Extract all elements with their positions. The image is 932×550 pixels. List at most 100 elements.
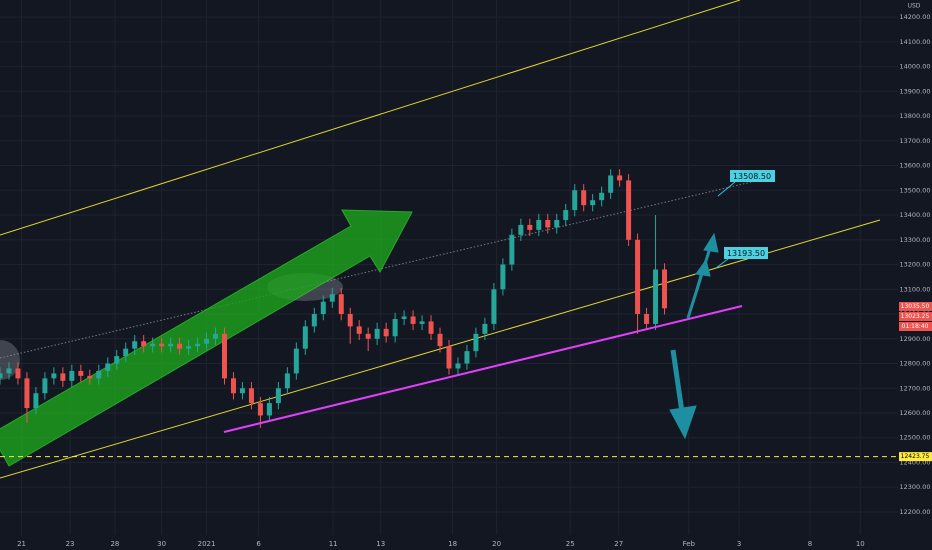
y-tick-label: 13200.00 xyxy=(899,261,930,269)
price-label-box xyxy=(899,322,932,331)
candle-body xyxy=(338,294,344,315)
x-tick-label: 2021 xyxy=(198,540,216,548)
candle-body xyxy=(69,370,75,381)
candle-body xyxy=(347,314,353,327)
cyan-arrows xyxy=(669,232,719,440)
annotation-connector xyxy=(715,258,729,269)
y-tick-label: 12800.00 xyxy=(899,360,930,368)
candle-body xyxy=(60,373,66,381)
x-tick-label: 20 xyxy=(492,540,501,548)
y-tick-label: 12200.00 xyxy=(899,508,930,516)
y-tick-label: 14000.00 xyxy=(899,63,930,71)
candle-body xyxy=(428,321,434,334)
candle-body xyxy=(284,373,290,389)
annotation: 13508.50 xyxy=(733,172,771,181)
candle-body xyxy=(464,351,470,364)
support-line xyxy=(223,305,743,433)
y-tick-label: 13600.00 xyxy=(899,162,930,170)
y-tick-label: 14200.00 xyxy=(899,13,930,21)
price-label: 13035.50 xyxy=(901,303,930,310)
candle-body xyxy=(42,378,48,394)
arrow-head xyxy=(703,232,719,253)
candle-body xyxy=(141,341,147,347)
y-tick-label: 13500.00 xyxy=(899,186,930,194)
candle-body xyxy=(320,301,326,315)
candle-body xyxy=(545,219,551,228)
y-tick-label: 12300.00 xyxy=(899,483,930,491)
y-tick-label: 13300.00 xyxy=(899,236,930,244)
candle-body xyxy=(401,316,407,319)
dotted-trend xyxy=(0,179,761,359)
candles xyxy=(0,169,668,428)
candle-body xyxy=(123,348,129,357)
y-tick-label: 14100.00 xyxy=(899,38,930,46)
candle-body xyxy=(590,200,596,206)
candle-body xyxy=(644,314,650,324)
channel-upper xyxy=(0,0,741,236)
x-tick-label: 11 xyxy=(329,540,338,548)
y-tick-label: 13400.00 xyxy=(899,211,930,219)
price-label-box xyxy=(899,302,932,311)
y-tick-label: 12400.00 xyxy=(899,458,930,466)
candle-body xyxy=(257,403,263,416)
candle-body xyxy=(383,328,389,337)
candle-body xyxy=(15,368,21,379)
x-tick-label: 21 xyxy=(17,540,26,548)
candle-body xyxy=(33,393,39,409)
y-tick-label: 12700.00 xyxy=(899,384,930,392)
arrow-shaft xyxy=(670,349,685,413)
candle-body xyxy=(78,370,84,376)
candle-body xyxy=(536,219,542,230)
candle-body xyxy=(446,346,452,369)
candle-body xyxy=(87,375,93,379)
highlight xyxy=(0,340,20,380)
candle-body xyxy=(0,373,3,379)
candle-body xyxy=(599,192,605,201)
y-tick-label: 12500.00 xyxy=(899,434,930,442)
candle-body xyxy=(437,333,443,347)
x-tick-label: 3 xyxy=(737,540,741,548)
arrow-head xyxy=(695,258,711,277)
y-tick-label: 12600.00 xyxy=(899,409,930,417)
candle-body xyxy=(24,378,30,409)
candle-body xyxy=(213,333,219,339)
candle-body xyxy=(96,370,102,379)
candle-body xyxy=(392,318,398,337)
candle-body xyxy=(608,175,614,193)
y-tick-label: 12900.00 xyxy=(899,335,930,343)
candle-body xyxy=(248,388,254,404)
candle-body xyxy=(293,348,299,374)
candle-body xyxy=(275,388,281,404)
candle-body xyxy=(6,368,12,374)
y-tick-label: 13900.00 xyxy=(899,87,930,95)
green-arrow xyxy=(0,209,413,467)
annotation-connector xyxy=(717,181,736,197)
candle-body xyxy=(482,323,488,334)
candle-body xyxy=(635,239,641,315)
candle-body xyxy=(572,190,578,211)
candle-body xyxy=(518,224,524,235)
x-tick-label: 8 xyxy=(808,540,812,548)
x-tick-label: 27 xyxy=(614,540,623,548)
candle-body xyxy=(195,343,201,347)
candle-body xyxy=(266,403,272,416)
x-tick-label: 28 xyxy=(110,540,119,548)
y-tick-label: 13100.00 xyxy=(899,285,930,293)
candle-body xyxy=(581,190,587,206)
x-tick-label: 10 xyxy=(856,540,865,548)
x-tick-label: 30 xyxy=(157,540,166,548)
candle-body xyxy=(204,338,210,344)
candle-body xyxy=(230,378,236,394)
candle-body xyxy=(563,210,569,220)
candle-body xyxy=(239,388,245,394)
level-label-box xyxy=(899,452,932,462)
candle-body xyxy=(114,356,120,364)
candle-body xyxy=(177,343,183,349)
x-tick-label: 23 xyxy=(66,540,75,548)
candle-body xyxy=(527,224,533,230)
currency: USD xyxy=(908,3,921,10)
annotation-box xyxy=(730,170,775,182)
candle-body xyxy=(500,264,506,290)
